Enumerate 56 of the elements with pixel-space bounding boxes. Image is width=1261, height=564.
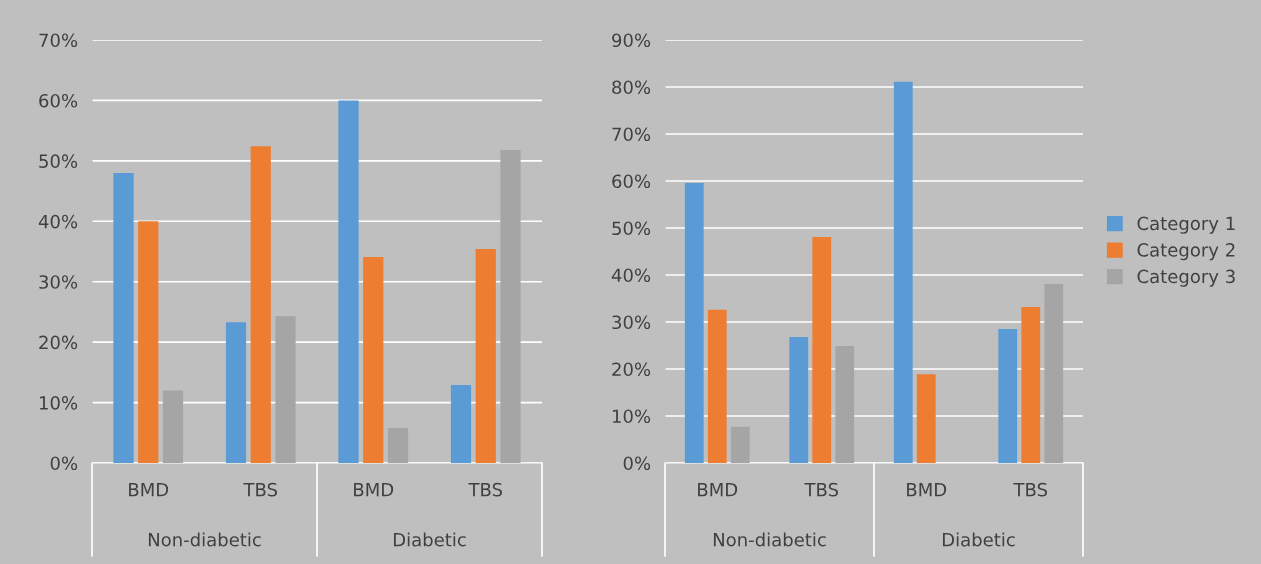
- x-tick-label: TBS: [468, 482, 503, 497]
- text: Diabetic: [942, 532, 1015, 547]
- bar: [338, 100, 359, 463]
- text: Diabetic: [393, 532, 466, 547]
- bar: [113, 172, 134, 463]
- y-tick-label: 50%: [612, 221, 651, 236]
- y-tick-label: 90%: [612, 33, 651, 48]
- y-tick-label: 10%: [39, 396, 78, 410]
- y-tick-label: 40%: [38, 214, 78, 229]
- bar: [730, 426, 750, 463]
- bar: [275, 316, 296, 463]
- bar: [162, 390, 184, 463]
- y-tick-label: 40%: [611, 268, 651, 283]
- y-tick-label: 30%: [39, 275, 78, 289]
- y-tick-label: 10%: [612, 409, 651, 424]
- y-tick-label: 0%: [623, 456, 651, 471]
- bar: [835, 345, 855, 463]
- bar: [475, 249, 496, 463]
- legend-label: Category 1: [1137, 216, 1235, 234]
- x-tick-label: TBS: [1013, 482, 1048, 497]
- bar: [500, 149, 521, 463]
- x-tick-label: TBS: [804, 482, 839, 497]
- bar: [1021, 306, 1041, 463]
- x-tick-label: TBS: [243, 482, 278, 497]
- bar: [998, 329, 1018, 463]
- x-tick-label: BMD: [129, 483, 169, 497]
- bar: [893, 81, 913, 463]
- y-tick-label: 50%: [39, 154, 78, 168]
- y-tick-label: 20%: [612, 362, 651, 377]
- x-tick-label: BMD: [698, 483, 738, 497]
- bar: [789, 337, 809, 463]
- x-tick-label: BMD: [354, 483, 394, 497]
- bar: [225, 322, 247, 463]
- y-tick-label: 60%: [39, 93, 78, 108]
- bar: [812, 236, 832, 463]
- bar: [916, 374, 936, 463]
- y-tick-label: 80%: [612, 80, 651, 95]
- text: Non-diabetic: [713, 532, 826, 547]
- bar: [250, 146, 271, 463]
- y-tick-label: 0%: [50, 456, 78, 471]
- bar: [707, 309, 727, 463]
- y-tick-label: 60%: [612, 174, 651, 189]
- y-tick-label: 70%: [39, 33, 78, 48]
- x-tick-label: BMD: [907, 483, 947, 497]
- y-tick-label: 20%: [39, 335, 78, 350]
- legend-label: Category 3: [1137, 269, 1235, 287]
- bar: [387, 427, 409, 463]
- y-tick-label: 70%: [612, 127, 651, 142]
- legend-label: Category 2: [1137, 243, 1235, 261]
- y-tick-label: 30%: [612, 315, 651, 330]
- bar: [450, 385, 472, 463]
- bar: [138, 221, 159, 463]
- bar: [1044, 283, 1064, 463]
- text: Non-diabetic: [148, 532, 261, 547]
- bar: [684, 182, 704, 463]
- bar: [363, 256, 384, 463]
